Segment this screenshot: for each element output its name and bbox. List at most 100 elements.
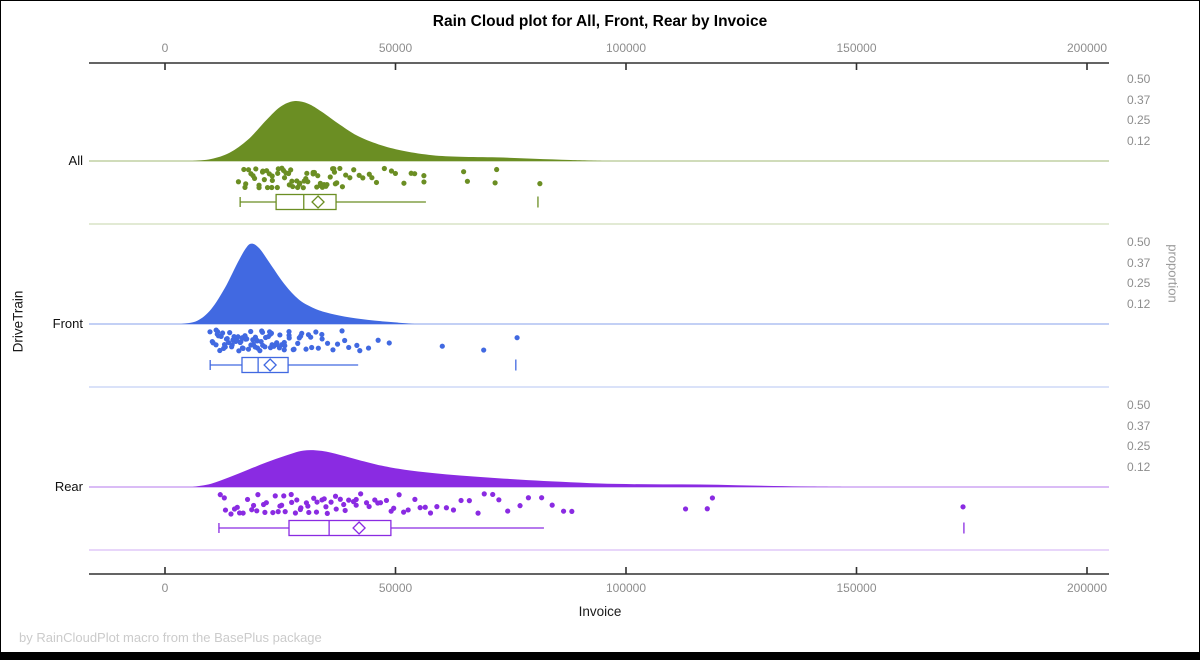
iqr-box [275,193,337,211]
rain-point [458,497,464,504]
rain-point [311,495,317,501]
rain-point [234,504,240,510]
rain-point [264,184,271,191]
rain-point [492,180,498,186]
rain-point [704,506,710,512]
rain-point [254,338,260,344]
rain-point [369,175,375,181]
boxplot [239,193,539,211]
rain-point [308,334,314,340]
rain-point [269,177,275,184]
rain-point [237,339,243,346]
rain-point [236,348,242,354]
bottom-axis-tick-label: 50000 [378,581,413,595]
density-cloud [192,101,603,161]
mean-diamond [263,358,278,372]
rain-point [310,169,316,176]
rain-point [391,505,397,511]
rain-point [288,167,294,173]
rain-point [229,342,235,348]
top-axis-tick-label: 200000 [1066,41,1108,55]
rain-point [466,498,472,504]
rain-point [269,173,275,179]
rain-point [277,332,283,338]
proportion-tick-label: 0.50 [1127,235,1151,249]
rain-point [222,344,228,350]
rain-point [243,335,249,341]
rain-point [421,179,427,185]
rain-point [346,344,352,351]
rain-point [366,503,372,510]
rain-point [330,347,336,353]
rain-point [214,331,220,337]
rain-point [297,180,303,186]
rain-point [244,496,251,503]
rain-point [245,346,252,352]
rain-point [560,508,567,514]
rain-point [288,491,294,498]
rain-point [539,495,545,501]
rain-point [294,497,300,503]
rain-point [281,175,288,181]
rain-point [332,493,339,499]
rain-point [363,500,370,506]
rain-point [347,175,353,181]
rain-point [481,347,487,353]
rain-point [434,504,440,510]
rain-point [356,172,362,178]
rain-point [295,340,301,346]
x-axis-title: Invoice [578,604,622,619]
top-axis-tick-label: 150000 [836,41,877,55]
rain-point [427,510,434,516]
rain-point [709,495,716,501]
rain-point [351,167,357,173]
rain-point [339,328,345,334]
rain-point [254,508,260,514]
rain-point [392,170,399,177]
rain-point [365,345,372,351]
rain-point [337,165,343,172]
rain-point [274,340,280,346]
proportion-tick-label: 0.37 [1127,93,1151,108]
rain-point [306,509,312,516]
rain-point [291,346,297,352]
rain-point [381,165,387,172]
rain-point [282,509,288,515]
rain-point [401,180,407,186]
rain-point [305,179,311,185]
rain-point [375,337,381,343]
bottom-axis-tick-label: 200000 [1066,581,1108,595]
rain-point [401,509,407,515]
rain-point [517,503,523,509]
rain-point [443,505,450,511]
rain-point [281,347,287,353]
rain-point [282,343,288,349]
rain-point [250,502,257,509]
rain-point [358,491,364,497]
bottom-axis-tick-label: 100000 [605,581,647,595]
rain-point [412,171,418,177]
rain-point [286,328,292,335]
rain-point [357,348,363,354]
rain-point [249,507,255,513]
rain-point [682,506,689,512]
right-axis-title: proportion [1165,244,1181,303]
rain-point [289,178,295,184]
proportion-tick-label: 0.37 [1127,419,1151,434]
rain-point [323,183,329,189]
rain-point [422,504,428,510]
rain-point [305,503,311,509]
mean-diamond [352,521,367,535]
rain-point [303,346,309,352]
rain-point [353,502,359,508]
rain-point [494,166,500,173]
rain-points [235,165,543,191]
rain-point [262,344,268,350]
rain-point [267,331,274,337]
proportion-tick-label: 0.50 [1127,398,1151,412]
rain-point [275,509,281,515]
rain-point [298,505,304,511]
rain-point [346,497,352,503]
category-label-rear: Rear [54,479,83,494]
